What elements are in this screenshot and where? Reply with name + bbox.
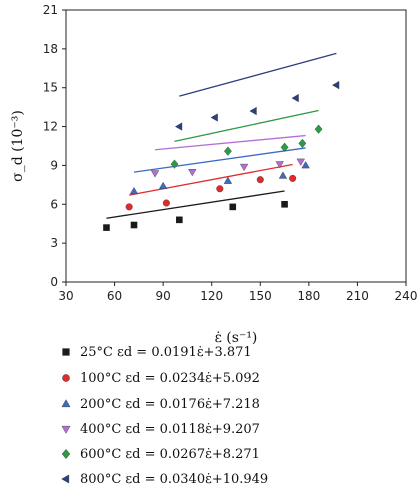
data-point [224,146,232,156]
x-tick-label: 150 [249,289,272,303]
y-tick-label: 6 [50,197,58,211]
x-tick-label: 120 [200,289,223,303]
fit-line-0 [106,190,285,219]
data-point [150,170,160,178]
data-point [129,186,139,195]
data-point [314,124,323,134]
data-point [298,138,307,149]
data-point [229,203,237,211]
x-axis-label: ε̇ (s⁻¹) [215,330,258,346]
x-tick-label: 240 [395,289,417,303]
data-point [216,185,224,193]
y-axis-label: σ_d (10⁻³) [10,110,26,182]
data-point [296,158,305,166]
data-point [278,171,288,179]
fit-line-1 [129,163,293,196]
y-tick-label: 9 [50,158,58,172]
data-point [280,142,289,152]
y-tick-label: 18 [43,42,58,56]
data-point [162,199,170,207]
data-point [159,181,168,189]
fit-line-3 [154,134,306,151]
data-point [125,203,133,211]
data-point [301,161,310,169]
data-point [223,176,233,184]
data-point [130,221,138,229]
data-point [103,224,110,231]
x-tick-label: 210 [346,289,369,303]
data-point [289,174,297,182]
data-point [239,163,249,172]
x-tick-label: 90 [156,289,171,303]
data-point [332,80,340,90]
fit-line-4 [174,109,319,142]
data-point [176,216,183,224]
y-tick-label: 3 [50,236,58,250]
x-tick-label: 30 [58,289,73,303]
data-point [174,122,183,131]
x-tick-label: 180 [297,289,320,303]
x-tick-label: 60 [107,289,122,303]
data-point [210,113,218,122]
data-point [170,159,179,169]
y-tick-label: 15 [43,81,58,95]
fit-line-2 [133,147,306,173]
y-tick-label: 12 [43,120,58,134]
data-point [249,106,257,116]
data-point [256,176,264,184]
fit-line-5 [179,52,337,97]
data-point [188,169,197,177]
data-point [291,93,299,103]
data-point [281,200,288,208]
plot-frame [65,9,407,283]
data-point [275,161,284,169]
y-tick-label: 0 [50,275,58,289]
y-tick-label: 21 [43,3,58,17]
